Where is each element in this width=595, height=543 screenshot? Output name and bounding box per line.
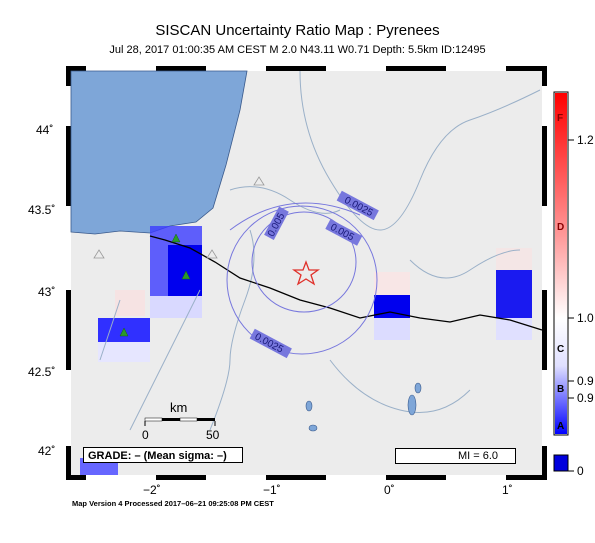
- scale-bar: [144, 417, 216, 426]
- scale-unit: km: [170, 400, 188, 415]
- y-tick-label: 43.5˚: [28, 203, 56, 217]
- mi-legend-label: MI = 6.0: [458, 450, 499, 462]
- scale-start: 0: [142, 428, 149, 442]
- ocean: [70, 70, 248, 235]
- y-tick-label: 44˚: [36, 123, 54, 137]
- scale-end: 50: [206, 428, 220, 442]
- epicenter-star-icon: [291, 260, 321, 286]
- colorbar: [553, 91, 574, 472]
- y-tick-label: 43˚: [38, 285, 56, 299]
- station-active-icon: [119, 327, 129, 337]
- lakes: [305, 382, 422, 432]
- rivers: [99, 70, 541, 431]
- y-tick-label: 42˚: [38, 444, 56, 458]
- map-title: SISCAN Uncertainty Ratio Map : Pyrenees: [155, 22, 440, 39]
- colorbar-letter: C: [557, 344, 565, 355]
- x-tick-label: −1˚: [263, 483, 281, 497]
- station-inactive-icon: [253, 176, 265, 186]
- station-inactive-icon: [93, 249, 105, 259]
- colorbar-letter: D: [557, 222, 565, 233]
- x-tick-label: 1˚: [502, 483, 513, 497]
- uncertainty-cells: [80, 226, 532, 475]
- frame-ticks: [66, 66, 547, 480]
- station-inactive-icon: [206, 249, 218, 259]
- stations: [93, 176, 265, 337]
- country-border: [149, 235, 543, 331]
- y-tick-label: 42.5˚: [28, 365, 56, 379]
- processing-footer: Map Version 4 Processed 2017–06–21 09:25…: [72, 499, 274, 508]
- map-subtitle: Jul 28, 2017 01:00:35 AM CEST M 2.0 N43.…: [109, 44, 486, 56]
- station-active-icon: [171, 233, 181, 243]
- mi-legend-box: MI = 6.0: [395, 448, 516, 464]
- station-active-icon: [181, 270, 191, 280]
- x-tick-label: 0˚: [384, 483, 395, 497]
- colorbar-value: 1.0: [577, 311, 594, 325]
- contours: [226, 202, 378, 355]
- x-tick-label: −2˚: [143, 483, 161, 497]
- colorbar-letter: B: [557, 384, 565, 395]
- colorbar-value: 0.9: [577, 374, 594, 388]
- colorbar-value: 0.9: [577, 391, 594, 405]
- grade-box: GRADE: – (Mean sigma: –): [83, 447, 243, 463]
- colorbar-value: 0: [577, 464, 584, 478]
- colorbar-letter: F: [557, 113, 564, 124]
- colorbar-value: 1.2: [577, 133, 594, 147]
- colorbar-letter: A: [557, 421, 565, 432]
